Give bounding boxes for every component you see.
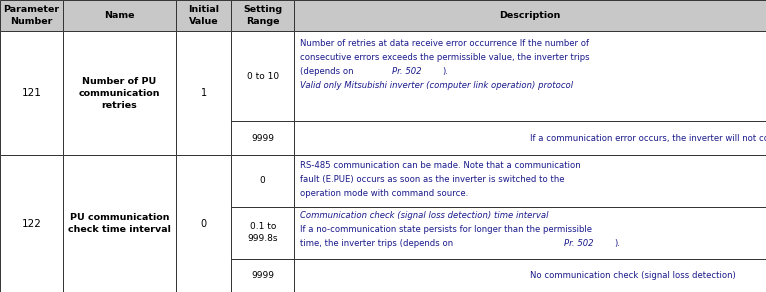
Text: consecutive errors exceeds the permissible value, the inverter trips: consecutive errors exceeds the permissib… xyxy=(300,53,589,62)
Bar xyxy=(63,0,176,31)
Bar xyxy=(294,31,766,121)
Text: Name: Name xyxy=(104,11,135,20)
Bar xyxy=(294,155,766,206)
Bar xyxy=(0,0,63,31)
Text: 121: 121 xyxy=(21,88,41,98)
Bar xyxy=(231,31,294,121)
Text: Number of retries at data receive error occurrence If the number of: Number of retries at data receive error … xyxy=(300,39,588,48)
Bar xyxy=(176,155,231,292)
Bar xyxy=(231,155,294,206)
Bar xyxy=(0,31,63,155)
Bar xyxy=(294,259,766,292)
Text: Initial
Value: Initial Value xyxy=(188,5,219,26)
Bar xyxy=(294,206,766,259)
Text: ).: ). xyxy=(443,67,448,76)
Text: Valid only Mitsubishi inverter (computer link operation) protocol: Valid only Mitsubishi inverter (computer… xyxy=(300,81,573,90)
Text: 9999: 9999 xyxy=(251,271,274,280)
Text: Description: Description xyxy=(499,11,561,20)
Text: ).: ). xyxy=(614,239,620,248)
Text: 0: 0 xyxy=(260,176,266,185)
Text: PU communication
check time interval: PU communication check time interval xyxy=(68,213,171,234)
Text: time, the inverter trips (depends on: time, the inverter trips (depends on xyxy=(300,239,455,248)
Bar xyxy=(294,121,766,155)
Text: operation mode with command source.: operation mode with command source. xyxy=(300,189,468,198)
Bar xyxy=(63,155,176,292)
Text: Parameter
Number: Parameter Number xyxy=(3,5,60,26)
Bar xyxy=(231,0,294,31)
Text: fault (E.PUE) occurs as soon as the inverter is switched to the: fault (E.PUE) occurs as soon as the inve… xyxy=(300,175,564,184)
Text: RS-485 communication can be made. Note that a communication: RS-485 communication can be made. Note t… xyxy=(300,161,580,170)
Text: (depends on: (depends on xyxy=(300,67,355,76)
Bar xyxy=(231,259,294,292)
Text: Setting
Range: Setting Range xyxy=(243,5,283,26)
Bar xyxy=(176,31,231,155)
Text: 9999: 9999 xyxy=(251,134,274,143)
Bar xyxy=(294,0,766,31)
Bar xyxy=(231,206,294,259)
Text: Communication check (signal loss detection) time interval: Communication check (signal loss detecti… xyxy=(300,211,548,220)
Text: Pr. 502: Pr. 502 xyxy=(564,239,594,248)
Text: If a no-communication state persists for longer than the permissible: If a no-communication state persists for… xyxy=(300,225,591,234)
Text: No communication check (signal loss detection): No communication check (signal loss dete… xyxy=(530,271,736,280)
Text: 0.1 to
999.8s: 0.1 to 999.8s xyxy=(247,223,278,243)
Bar xyxy=(0,155,63,292)
Text: 0 to 10: 0 to 10 xyxy=(247,72,279,81)
Text: Number of PU
communication
retries: Number of PU communication retries xyxy=(79,77,160,110)
Text: 0: 0 xyxy=(201,219,207,229)
Bar xyxy=(63,31,176,155)
Text: If a communication error occurs, the inverter will not come to trip.: If a communication error occurs, the inv… xyxy=(530,134,766,143)
Text: 1: 1 xyxy=(201,88,207,98)
Text: 122: 122 xyxy=(21,219,41,229)
Bar xyxy=(176,0,231,31)
Text: Pr. 502: Pr. 502 xyxy=(392,67,422,76)
Bar xyxy=(231,121,294,155)
